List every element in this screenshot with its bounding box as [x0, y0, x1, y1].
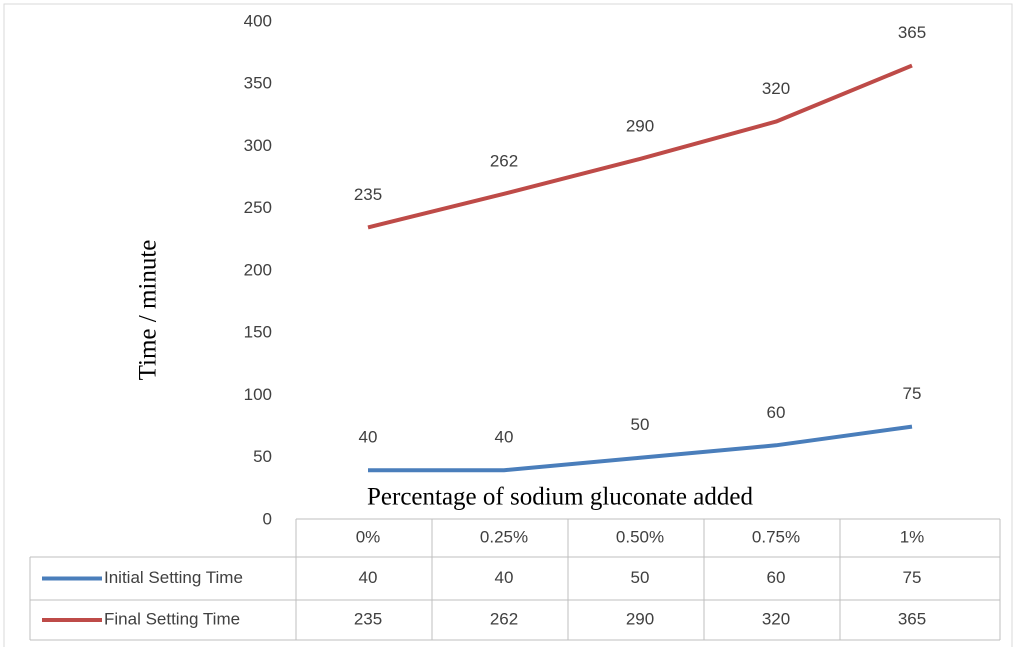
table-cell: 40: [359, 568, 378, 587]
y-tick-label: 100: [244, 385, 272, 404]
y-tick-label: 0: [263, 509, 272, 528]
data-label: 50: [631, 415, 650, 434]
table-header: 0.25%: [480, 527, 528, 546]
y-tick-label: 250: [244, 198, 272, 217]
table-cell: 262: [490, 609, 518, 628]
y-tick-label: 350: [244, 74, 272, 93]
x-axis-title: Percentage of sodium gluconate added: [367, 484, 753, 511]
y-tick-label: 300: [244, 136, 272, 155]
y-tick-label: 150: [244, 323, 272, 342]
table-header: 0%: [356, 527, 381, 546]
y-tick-label: 400: [244, 11, 272, 30]
y-tick-label: 200: [244, 260, 272, 279]
table-cell: 365: [898, 609, 926, 628]
data-label: 365: [898, 23, 926, 42]
y-tick-label: 50: [253, 447, 272, 466]
table-header: 0.50%: [616, 527, 664, 546]
series-line: [368, 424, 913, 473]
table-cell: 50: [631, 568, 650, 587]
data-label: 40: [359, 428, 378, 447]
data-label: 262: [490, 151, 518, 170]
table-cell: 320: [762, 609, 790, 628]
data-label: 40: [495, 428, 514, 447]
table-cell: 75: [903, 568, 922, 587]
table-header: 0.75%: [752, 527, 800, 546]
table-header: 1%: [900, 527, 925, 546]
data-label: 75: [903, 384, 922, 403]
series-line: [367, 63, 913, 230]
table-cell: 60: [767, 568, 786, 587]
legend-label: Final Setting Time: [104, 609, 240, 628]
legend-label: Initial Setting Time: [104, 568, 243, 587]
data-label: 320: [762, 79, 790, 98]
table-cell: 235: [354, 609, 382, 628]
data-label: 60: [767, 403, 786, 422]
table-cell: 290: [626, 609, 654, 628]
table-cell: 40: [495, 568, 514, 587]
y-axis-title: Time / minute: [135, 240, 162, 381]
data-label: 290: [626, 116, 654, 135]
chart-border: [3, 3, 1013, 652]
data-label: 235: [354, 185, 382, 204]
